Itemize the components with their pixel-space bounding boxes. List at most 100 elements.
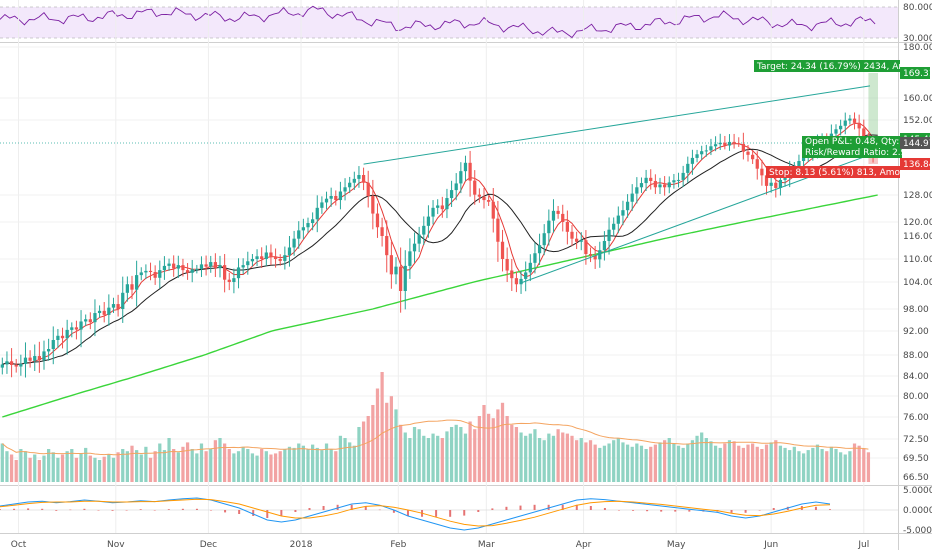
price-badge: [900, 67, 930, 79]
candle-body: [65, 329, 69, 339]
volume-bar: [774, 440, 778, 482]
volume-bar: [477, 416, 481, 482]
volume-bar: [561, 432, 565, 482]
macd-histogram-bar: [758, 510, 761, 511]
price-tick-label: 98.00: [903, 305, 929, 315]
macd-histogram-bar: [463, 510, 466, 516]
volume-bar: [542, 440, 546, 482]
month-label: Oct: [11, 540, 27, 550]
annotation-box: [754, 60, 900, 72]
macd-histogram-bar: [55, 510, 58, 511]
macd-histogram-bar: [41, 508, 44, 510]
macd-histogram-bar: [27, 508, 30, 510]
candle-body: [700, 151, 704, 155]
volume-bar: [148, 457, 153, 482]
candle-body: [153, 272, 157, 278]
volume-bar: [158, 443, 162, 482]
volume-bar: [528, 433, 532, 482]
volume-bar: [426, 438, 431, 482]
annotation-label: Target: 24.34 (16.79%) 2434, Amount: [756, 62, 928, 72]
volume-bar: [241, 446, 245, 482]
volume-bar: [806, 450, 810, 482]
macd-histogram-bar: [547, 504, 550, 510]
volume-bar: [575, 440, 579, 482]
candle-body: [28, 357, 32, 361]
volume-bar: [584, 442, 588, 482]
price-tick-label: 88.00: [903, 351, 929, 361]
volume-bar: [857, 445, 861, 482]
candle-body: [723, 142, 727, 146]
volume-bar: [283, 449, 287, 482]
candle-body: [602, 240, 607, 251]
candle-body: [667, 182, 671, 188]
volume-bar: [797, 451, 801, 482]
candle-body: [621, 210, 625, 216]
candle-body: [204, 264, 208, 267]
volume-bar: [815, 444, 820, 482]
candle-body: [236, 267, 241, 279]
volume-bar: [394, 409, 398, 482]
candle-body: [389, 255, 393, 275]
volume-bar: [93, 457, 97, 482]
candle-body: [334, 196, 338, 201]
candle-body: [260, 256, 264, 259]
candle-body: [690, 157, 695, 164]
volume-bar: [737, 445, 741, 482]
candle-body: [399, 266, 403, 291]
volume-bar: [834, 449, 838, 482]
macd-histogram-bar: [153, 510, 156, 511]
candle-body: [42, 351, 46, 361]
candle-body: [862, 128, 866, 143]
axis-layer: 80.0000 30.0000180.00 160.00 152.00 128.00 12…: [11, 3, 932, 550]
candle-body: [227, 279, 231, 282]
rsi-layer: [0, 5, 876, 39]
volume-bar: [663, 440, 667, 482]
candle-body: [139, 272, 143, 276]
volume-bar: [167, 438, 171, 482]
macd-histogram-bar: [744, 510, 747, 513]
volume-bar: [97, 460, 102, 482]
candle-body: [593, 255, 597, 260]
volume-bar: [639, 445, 644, 482]
candle-body: [84, 319, 88, 322]
candle-body: [681, 172, 685, 180]
macd-histogram-bar: [252, 510, 255, 516]
volume-bar: [301, 445, 305, 482]
volume-bar: [449, 427, 454, 482]
month-label: Jul: [857, 540, 869, 550]
volume-bar: [783, 447, 787, 482]
candle-body: [644, 177, 648, 184]
candle-body: [102, 310, 106, 315]
volume-bar: [537, 438, 542, 482]
candle-body: [852, 118, 857, 123]
volume-bar: [440, 438, 444, 482]
candle-body: [510, 270, 514, 279]
candle-body: [477, 194, 481, 197]
price-tick-label: 180.00: [903, 43, 932, 53]
volume-bar: [213, 440, 217, 482]
candle-body: [547, 220, 551, 234]
volume-bar: [760, 449, 764, 482]
volume-bar: [139, 454, 143, 482]
volume-bar: [658, 442, 662, 482]
rsi-tick-label: 30.0000: [903, 34, 932, 44]
macd-histogram-bar: [97, 510, 100, 511]
annotation-box: [802, 147, 902, 158]
volume-bar: [746, 444, 750, 482]
price-tick-label: 116.00: [903, 232, 932, 242]
volume-bar: [445, 431, 449, 482]
volume-bar: [514, 427, 519, 482]
volume-bar: [723, 443, 727, 482]
candle-body: [79, 321, 83, 330]
volume-bar: [482, 405, 486, 482]
volume-bar: [181, 446, 185, 482]
candle-body: [797, 161, 801, 167]
candle-body: [704, 150, 708, 152]
volume-bar: [741, 447, 745, 482]
month-label: Dec: [200, 540, 217, 550]
candle-body: [709, 146, 713, 151]
candle-body: [199, 264, 204, 269]
candle-body: [371, 196, 375, 214]
candle-body: [385, 236, 389, 256]
volume-bar: [681, 447, 685, 482]
